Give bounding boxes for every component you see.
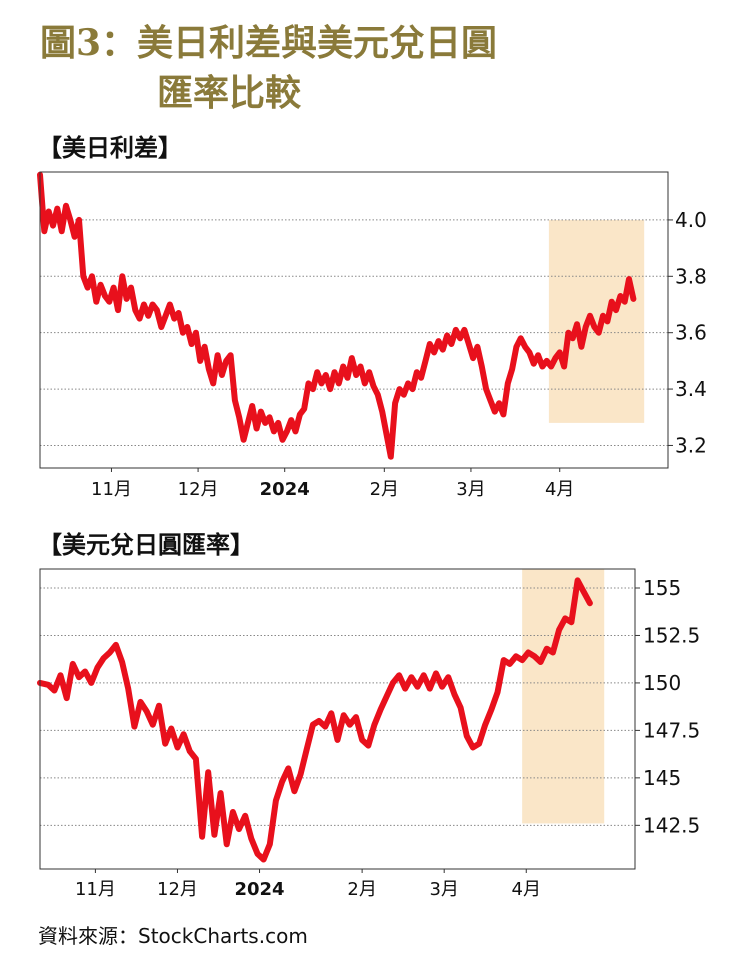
page-title: 圖3：美日利差與美元兌日圓 匯率比較 bbox=[40, 18, 497, 118]
highlight-region bbox=[548, 219, 645, 423]
x-tick-label: 12月 bbox=[178, 479, 219, 500]
y-tick-label: 3.8 bbox=[675, 264, 707, 288]
x-tick-label: 2024 bbox=[260, 479, 310, 500]
x-tick-label: 12月 bbox=[157, 879, 198, 900]
x-tick-label: 3月 bbox=[429, 879, 458, 900]
y-tick-label: 4.0 bbox=[675, 208, 707, 232]
x-tick-label: 4月 bbox=[512, 879, 541, 900]
title-line-1: 圖3：美日利差與美元兌日圓 bbox=[40, 22, 498, 64]
y-tick-label: 147.5 bbox=[643, 718, 700, 742]
title-line-2: 匯率比較 bbox=[157, 72, 302, 114]
rate-spread-chart: 4.0 3.8 3.6 3.4 3.2 11月 12月 2024 2月 3月 4月 bbox=[37, 171, 707, 500]
x-tick-label: 2月 bbox=[370, 479, 399, 500]
x-tick-label: 2月 bbox=[347, 879, 376, 900]
x-tick-label: 11月 bbox=[91, 479, 132, 500]
y-tick-label: 3.4 bbox=[675, 377, 707, 401]
x-tick-label: 3月 bbox=[456, 479, 485, 500]
series-line bbox=[37, 171, 637, 460]
usdjpy-chart: 155 152.5 150 147.5 145 142.5 11月 12月 2024 2月 3月 4月 bbox=[37, 568, 700, 900]
y-tick-label: 152.5 bbox=[643, 623, 700, 647]
plot-frame bbox=[39, 568, 636, 870]
y-tick-label: 145 bbox=[643, 766, 681, 790]
y-tick-label: 142.5 bbox=[643, 813, 700, 837]
chart-1-title: 【美日利差】 bbox=[38, 134, 182, 162]
y-tick-label: 3.6 bbox=[675, 321, 707, 345]
x-tick-label: 2024 bbox=[234, 879, 284, 900]
series-line bbox=[37, 577, 593, 863]
chart-2-title: 【美元兌日圓匯率】 bbox=[38, 531, 254, 559]
x-tick-label: 11月 bbox=[75, 879, 116, 900]
y-tick-label: 150 bbox=[643, 671, 681, 695]
y-tick-label: 155 bbox=[643, 576, 681, 600]
source-note: 資料來源：StockCharts.com bbox=[38, 924, 308, 948]
plot-frame bbox=[39, 171, 669, 469]
y-tick-label: 3.2 bbox=[675, 433, 707, 457]
x-tick-label: 4月 bbox=[545, 479, 574, 500]
highlight-region bbox=[522, 569, 605, 824]
